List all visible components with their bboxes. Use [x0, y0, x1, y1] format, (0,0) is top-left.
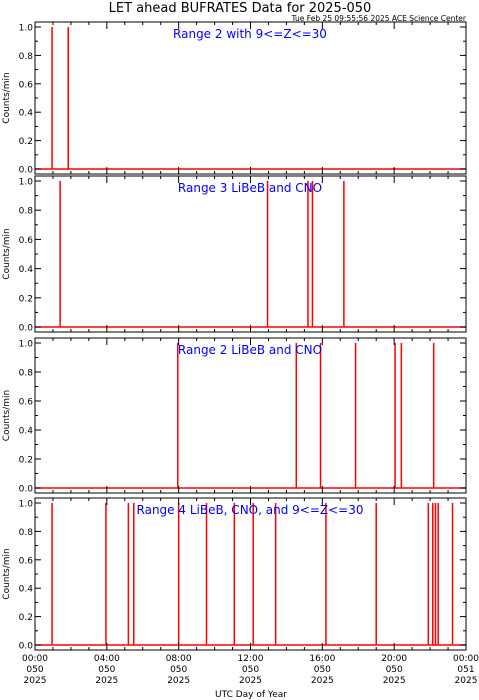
- y-tick-label: 0.8: [19, 207, 34, 217]
- x-tick-label-doy: 050: [314, 665, 331, 675]
- y-tick-label: 0.2: [19, 294, 33, 304]
- x-tick-label-year: 2025: [239, 676, 262, 686]
- panel-frame: [34, 497, 467, 651]
- y-tick-label: 0.4: [19, 109, 34, 119]
- y-tick-label: 0.8: [19, 528, 34, 538]
- timestamp-label: Tue Feb 25 09:55:56 2025 ACE Science Cen…: [291, 14, 467, 23]
- panels-group: 0.0 0.2 0.4 0.6 0.8 1.0 Counts/min Range 2 with…: [2, 21, 467, 652]
- x-tick-label-time: 12:00: [238, 654, 264, 664]
- x-tick-label-doy: 050: [386, 665, 403, 675]
- y-tick-label: 0.4: [19, 585, 34, 595]
- x-tick-label-doy: 050: [170, 665, 187, 675]
- x-tick-label-year: 2025: [455, 676, 478, 686]
- x-tick-label-time: 08:00: [166, 654, 192, 664]
- x-tick-label-time: 16:00: [309, 654, 335, 664]
- y-tick-label: 0.4: [19, 427, 34, 437]
- x-tick-label-doy: 050: [26, 665, 43, 675]
- y-axis-title: Counts/min: [2, 548, 12, 599]
- x-tick-label-year: 2025: [24, 676, 47, 686]
- panel-frame: [34, 21, 467, 175]
- y-tick-label: 0.2: [19, 456, 33, 466]
- panel-title: Range 4 LiBeB, CNO, and 9<=Z<=30: [137, 503, 364, 517]
- x-tick-label-year: 2025: [383, 676, 406, 686]
- y-tick-label: 1.0: [19, 500, 34, 510]
- y-tick-label: 0.4: [19, 265, 34, 275]
- x-tick-label-year: 2025: [167, 676, 190, 686]
- y-tick-label: 0.0: [19, 324, 34, 334]
- y-tick-label: 0.6: [19, 556, 34, 566]
- y-tick-label: 0.0: [19, 642, 34, 652]
- panel-frame: [34, 175, 467, 333]
- x-tick-label-doy: 051: [457, 665, 474, 675]
- x-tick-label-time: 00:00: [22, 654, 48, 664]
- y-axis-title: Counts/min: [2, 72, 12, 123]
- panel-title: Range 3 LiBeB and CNO: [178, 181, 322, 195]
- x-tick-label-doy: 050: [242, 665, 259, 675]
- y-tick-label: 0.6: [19, 398, 34, 408]
- y-tick-label: 0.2: [19, 137, 33, 147]
- panel-title: Range 2 LiBeB and CNO: [178, 343, 322, 357]
- series-line: [35, 181, 466, 328]
- y-axis-title: Counts/min: [2, 228, 12, 279]
- x-tick-label-time: 04:00: [94, 654, 120, 664]
- y-tick-label: 0.2: [19, 613, 33, 623]
- panel-2: 0.0 0.2 0.4 0.6 0.8 1.0 Counts/min Range 3 LiBe…: [2, 175, 467, 334]
- y-tick-label: 0.6: [19, 80, 34, 90]
- chart-title: LET ahead BUFRATES Data for 2025-050: [109, 1, 372, 16]
- x-tick-label-time: 00:00: [453, 654, 479, 664]
- x-axis-title: UTC Day of Year: [215, 690, 287, 700]
- x-tick-label-year: 2025: [95, 676, 118, 686]
- series-line: [35, 27, 466, 170]
- x-axis-labels: 00:00050202504:00050202508:00050202512:0…: [22, 654, 479, 686]
- x-tick-label-year: 2025: [311, 676, 334, 686]
- y-tick-label: 0.8: [19, 369, 34, 379]
- panel-1: 0.0 0.2 0.4 0.6 0.8 1.0 Counts/min Range 2 with…: [2, 21, 467, 176]
- panel-3: 0.0 0.2 0.4 0.6 0.8 1.0 Counts/min Range 2 LiBe…: [2, 337, 467, 495]
- panel-title: Range 2 with 9<=Z<=30: [173, 27, 327, 41]
- x-tick-label-doy: 050: [98, 665, 115, 675]
- x-tick-label-time: 20:00: [381, 654, 407, 664]
- y-tick-label: 1.0: [19, 24, 34, 34]
- y-tick-label: 0.0: [19, 485, 34, 495]
- y-tick-label: 0.0: [19, 166, 34, 176]
- y-axis-title: Counts/min: [2, 390, 12, 441]
- y-tick-label: 1.0: [19, 340, 34, 350]
- panel-4: 0.0 0.2 0.4 0.6 0.8 1.0 Counts/min Range 4 LiBe…: [2, 497, 467, 652]
- series-line: [35, 343, 466, 489]
- y-tick-label: 0.6: [19, 236, 34, 246]
- y-tick-label: 1.0: [19, 178, 34, 188]
- series-line: [35, 503, 466, 646]
- y-tick-label: 0.8: [19, 52, 34, 62]
